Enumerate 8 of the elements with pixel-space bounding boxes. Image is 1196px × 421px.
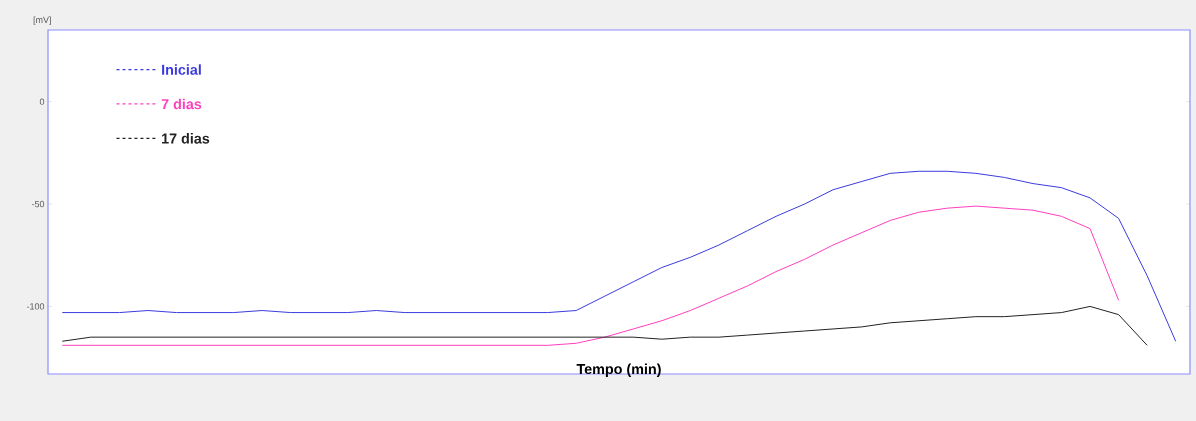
legend-label: 7 dias bbox=[161, 98, 202, 110]
y-tick-label: 0 bbox=[39, 98, 45, 105]
x-axis-title: Tempo (min) bbox=[576, 363, 661, 377]
legend-label: Inicial bbox=[162, 64, 201, 75]
y-tick-label: -50 bbox=[31, 200, 45, 208]
legend-label: 17 dias bbox=[162, 133, 210, 144]
y-tick-label: -100 bbox=[26, 303, 45, 310]
y-axis-title: [mV] bbox=[33, 16, 51, 25]
